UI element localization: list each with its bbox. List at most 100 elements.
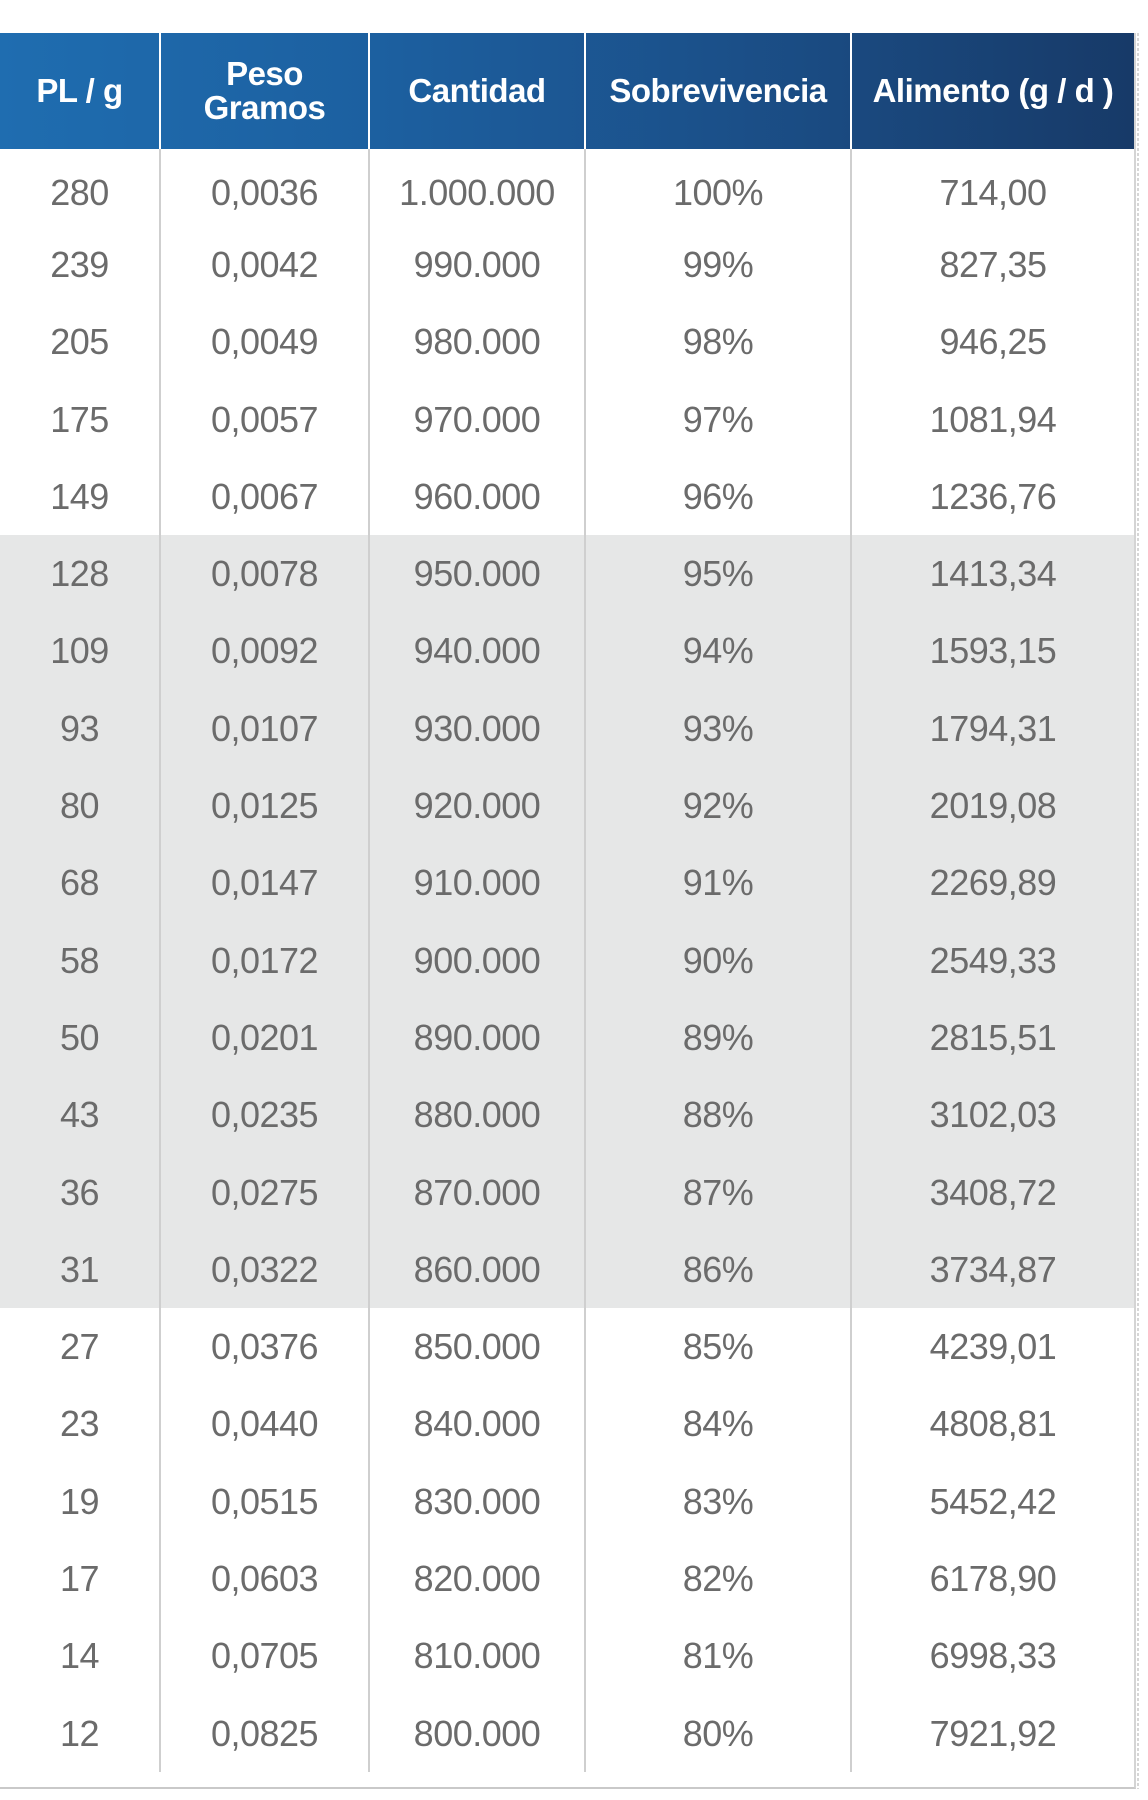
cell-cantidad: 870.000	[368, 1153, 585, 1232]
cell-pl-g: 23	[59, 1403, 100, 1445]
cell-peso-gramos: 0,0042	[159, 226, 369, 304]
cell-pl-g: 205	[50, 321, 109, 363]
cell-peso-gramos: 0,0705	[159, 1617, 369, 1695]
cell-alimento: 3734,87	[850, 1231, 1134, 1309]
table-row: 23 0,0440 840.000 84% 4808,81	[0, 1385, 1134, 1464]
cell-peso-gramos: 0,0125	[159, 767, 369, 845]
cell-cantidad: 950.000	[368, 535, 585, 613]
cell-alimento: 1794,31	[850, 690, 1134, 768]
cell-peso-gramos: 0,0322	[159, 1231, 369, 1309]
table-row: 68 0,0147 910.000 91% 2269,89	[0, 844, 1134, 922]
cell-cantidad: 940.000	[368, 612, 585, 691]
header-alimento: Alimento (g / d )	[850, 33, 1134, 149]
cell-alimento: 946,25	[850, 303, 1134, 381]
cell-peso-gramos: 0,0049	[159, 303, 369, 381]
cell-sobrevivencia: 91%	[584, 844, 851, 922]
cell-alimento: 6178,90	[850, 1540, 1134, 1618]
cell-cantidad: 860.000	[368, 1231, 585, 1309]
header-cantidad: Cantidad	[368, 33, 585, 149]
cell-peso-gramos: 0,0235	[159, 1076, 369, 1154]
cell-alimento: 7921,92	[850, 1694, 1134, 1773]
cell-pl-g: 12	[59, 1712, 100, 1754]
cell-peso-gramos: 0,0825	[159, 1694, 369, 1773]
cell-peso-gramos: 0,0275	[159, 1153, 369, 1232]
cell-cantidad: 810.000	[368, 1617, 585, 1695]
header-pl-g: PL / g	[36, 72, 123, 109]
cell-alimento: 2815,51	[850, 999, 1134, 1077]
cell-peso-gramos: 0,0147	[159, 844, 369, 922]
cell-peso-gramos: 0,0036	[159, 149, 369, 227]
table-row: 43 0,0235 880.000 88% 3102,03	[0, 1076, 1134, 1154]
cell-sobrevivencia: 80%	[584, 1694, 851, 1773]
cell-sobrevivencia: 93%	[584, 690, 851, 768]
cell-peso-gramos: 0,0376	[159, 1308, 369, 1386]
table-row: 36 0,0275 870.000 87% 3408,72	[0, 1153, 1134, 1232]
cell-alimento: 2019,08	[850, 767, 1134, 845]
cell-alimento: 1593,15	[850, 612, 1134, 691]
cell-pl-g: 43	[0, 1076, 160, 1154]
cell-pl-g: 58	[0, 921, 160, 1000]
cell-pl-g: 280	[50, 171, 109, 213]
table-row: 280 0,0036 1.000.000 100% 714,00	[0, 149, 1134, 227]
cell-sobrevivencia: 89%	[584, 999, 851, 1077]
cell-cantidad: 880.000	[368, 1076, 585, 1154]
table-row: 128 0,0078 950.000 95% 1413,34	[0, 535, 1134, 613]
table-row: 80 0,0125 920.000 92% 2019,08	[0, 767, 1134, 845]
cell-cantidad: 910.000	[368, 844, 585, 922]
cell-pl-g: 68	[0, 844, 160, 922]
table-row: 27 0,0376 850.000 85% 4239,01	[0, 1308, 1134, 1386]
cell-sobrevivencia: 81%	[584, 1617, 851, 1695]
cell-alimento: 3102,03	[850, 1076, 1134, 1154]
cell-alimento: 2549,33	[850, 921, 1134, 1000]
table-row: 205 0,0049 980.000 98% 946,25	[0, 303, 1134, 381]
cell-cantidad: 900.000	[368, 921, 585, 1000]
cell-alimento: 6998,33	[850, 1617, 1134, 1695]
header-sobrevivencia: Sobrevivencia	[584, 33, 851, 149]
cell-alimento: 827,35	[850, 226, 1134, 304]
header-peso-gramos: Peso Gramos	[159, 33, 369, 149]
table-row: 109 0,0092 940.000 94% 1593,15	[0, 612, 1134, 691]
cell-cantidad: 820.000	[368, 1540, 585, 1618]
cell-peso-gramos: 0,0515	[159, 1463, 369, 1541]
cell-cantidad: 960.000	[368, 458, 585, 536]
cell-pl-g: 31	[0, 1231, 160, 1309]
cell-peso-gramos: 0,0067	[159, 458, 369, 536]
cell-pl-g: 50	[0, 999, 160, 1077]
dotted-edge-decoration	[1137, 33, 1139, 1789]
cell-cantidad: 830.000	[368, 1463, 585, 1541]
cell-pl-g: 27	[59, 1326, 100, 1368]
table-row: 14 0,0705 810.000 81% 6998,33	[0, 1617, 1134, 1695]
cell-alimento: 5452,42	[850, 1463, 1134, 1541]
table-row: 93 0,0107 930.000 93% 1794,31	[0, 690, 1134, 768]
cell-sobrevivencia: 94%	[584, 612, 851, 691]
table-row: 175 0,0057 970.000 97% 1081,94	[0, 380, 1134, 459]
cell-pl-g: 149	[50, 475, 109, 517]
cell-peso-gramos: 0,0057	[159, 380, 369, 459]
cell-alimento: 714,00	[850, 149, 1134, 227]
table-row: 50 0,0201 890.000 89% 2815,51	[0, 999, 1134, 1077]
header-peso-line1: Peso	[226, 55, 303, 92]
cell-alimento: 2269,89	[850, 844, 1134, 922]
cell-sobrevivencia: 90%	[584, 921, 851, 1000]
cell-sobrevivencia: 96%	[584, 458, 851, 536]
cell-alimento: 4239,01	[850, 1308, 1134, 1386]
table-row: 149 0,0067 960.000 96% 1236,76	[0, 458, 1134, 536]
cell-peso-gramos: 0,0440	[159, 1385, 369, 1464]
cell-peso-gramos: 0,0201	[159, 999, 369, 1077]
cell-sobrevivencia: 88%	[584, 1076, 851, 1154]
cell-cantidad: 1.000.000	[368, 149, 585, 227]
cell-cantidad: 800.000	[368, 1694, 585, 1773]
cell-sobrevivencia: 98%	[584, 303, 851, 381]
cell-cantidad: 990.000	[368, 226, 585, 304]
cell-pl-g: 80	[0, 767, 160, 845]
cell-sobrevivencia: 83%	[584, 1463, 851, 1541]
cell-sobrevivencia: 82%	[584, 1540, 851, 1618]
cell-sobrevivencia: 97%	[584, 380, 851, 459]
table-row: 31 0,0322 860.000 86% 3734,87	[0, 1231, 1134, 1309]
cell-pl-g: 109	[0, 612, 160, 691]
cell-cantidad: 840.000	[368, 1385, 585, 1464]
cell-sobrevivencia: 84%	[584, 1385, 851, 1464]
table-row: 19 0,0515 830.000 83% 5452,42	[0, 1463, 1134, 1541]
cell-peso-gramos: 0,0603	[159, 1540, 369, 1618]
table-row: 58 0,0172 900.000 90% 2549,33	[0, 921, 1134, 1000]
